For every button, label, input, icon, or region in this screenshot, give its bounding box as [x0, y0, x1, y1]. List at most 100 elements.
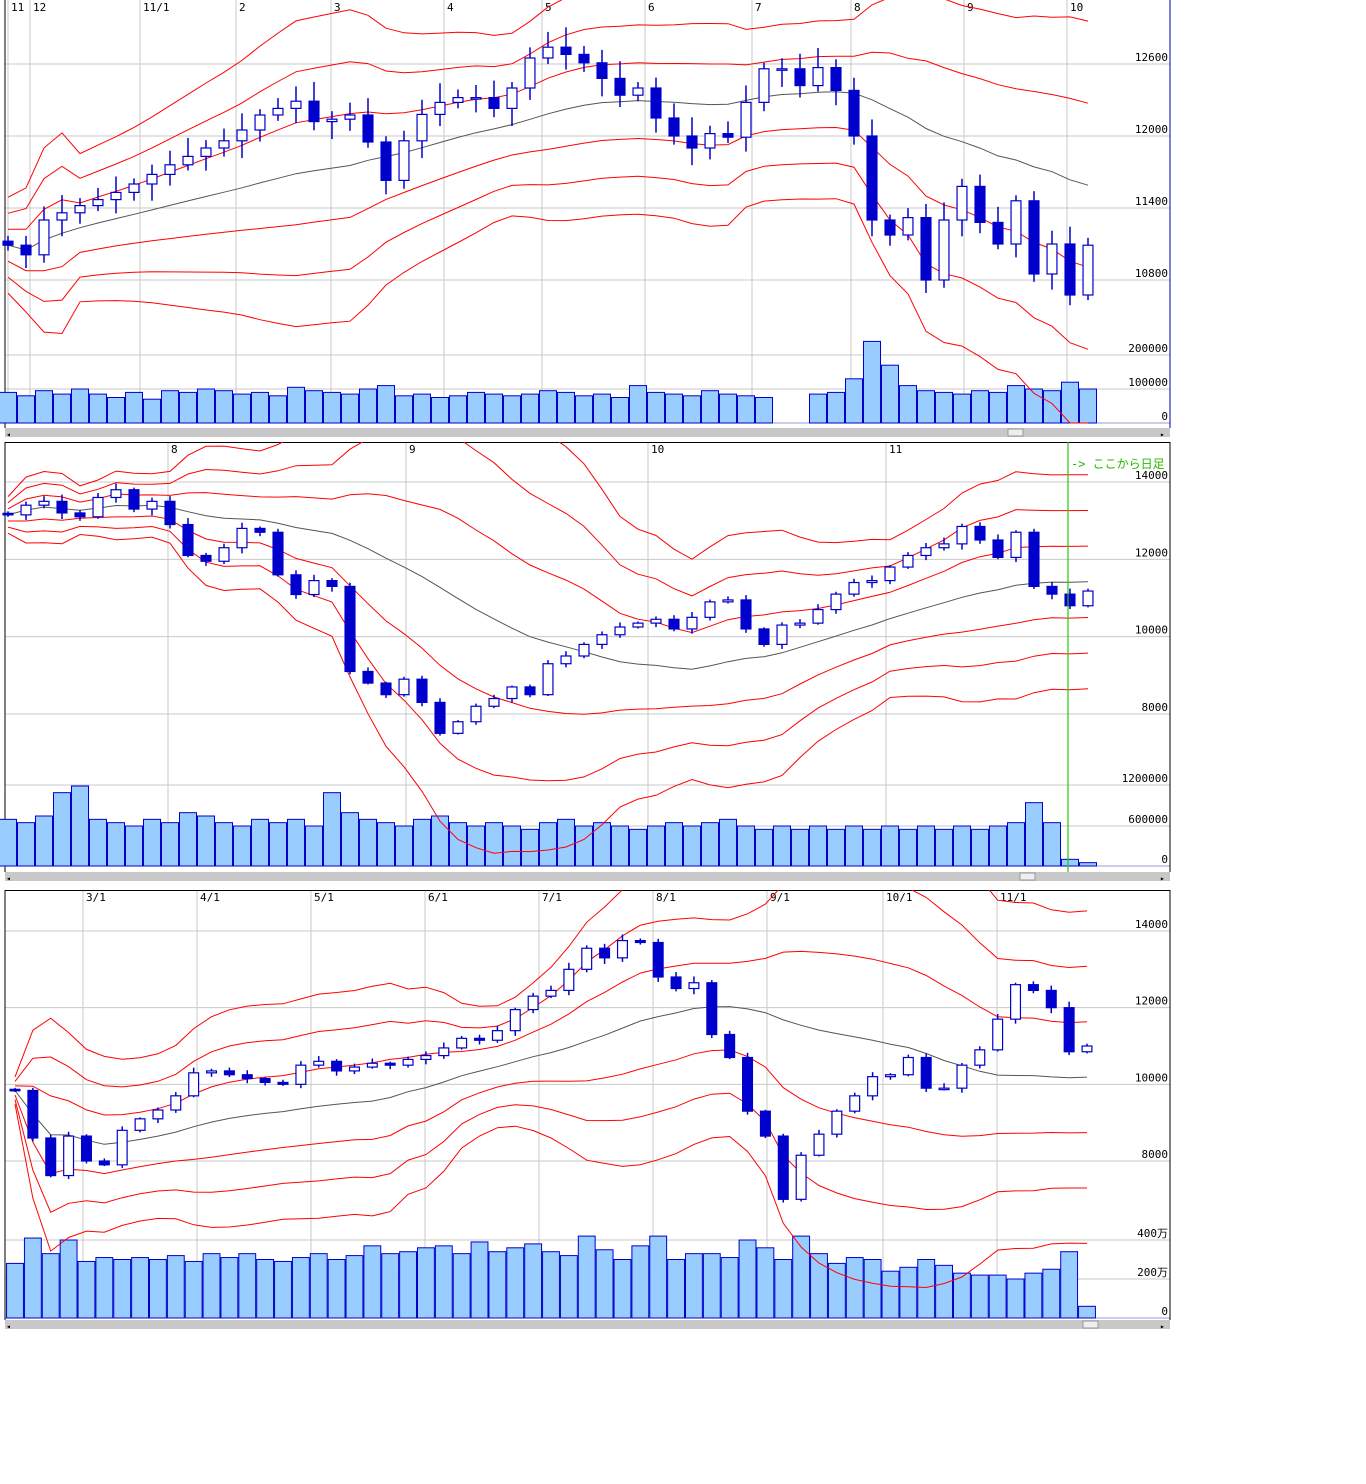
volume-bar: [53, 792, 71, 867]
candle-down: [344, 585, 356, 673]
scroll-right-arrow[interactable]: ▸: [1160, 874, 1165, 883]
candle-down: [920, 1056, 932, 1089]
bollinger-band-l3: [7, 532, 1089, 854]
horizontal-scrollbar[interactable]: [5, 428, 1170, 437]
volume-bar: [377, 385, 395, 424]
volume-bar: [363, 1245, 382, 1319]
moving-average-line: [7, 504, 1089, 670]
volume-bar: [220, 1257, 239, 1319]
volume-bar: [575, 395, 593, 424]
y-tick-label: 14000: [1135, 469, 1168, 482]
candle-down: [326, 580, 338, 588]
volume-bar: [737, 825, 755, 867]
bollinger-band-l1: [14, 1049, 1088, 1175]
y-tick-label: 12000: [1135, 123, 1168, 136]
candle-up: [956, 525, 968, 545]
chart-svg-middle: 8 9 10 11 14000 12000 10000 8000 1200000 600000 0 -…: [0, 413, 1171, 883]
candle-up: [992, 1018, 1004, 1051]
volume-bar: [667, 1259, 686, 1319]
candle-down: [20, 244, 32, 256]
candle-up: [650, 618, 662, 624]
candle-up: [470, 96, 482, 100]
volume-bar: [107, 397, 125, 424]
volume-bar: [6, 1262, 24, 1319]
volume-bar: [431, 397, 449, 424]
candle-down: [1027, 984, 1039, 992]
candle-down: [578, 53, 590, 64]
candle-up: [812, 609, 824, 624]
scrollbar-thumb[interactable]: [1007, 428, 1024, 437]
volume-bar: [467, 825, 485, 867]
volume-bar: [685, 1253, 703, 1319]
scrollbar-thumb[interactable]: [1082, 1320, 1099, 1329]
y-tick-label: 12000: [1135, 995, 1168, 1008]
volume-tick-label: 600000: [1128, 813, 1168, 826]
volume-bar: [399, 1251, 417, 1319]
candle-up: [902, 1056, 914, 1076]
volume-bar: [810, 1253, 828, 1319]
candle-down: [614, 77, 626, 96]
candle-up: [92, 496, 104, 518]
volume-tick-label: 200000: [1128, 342, 1168, 355]
candle-down: [777, 1135, 789, 1200]
volume-bar: [971, 390, 989, 424]
moving-average-line: [14, 1006, 1088, 1145]
scroll-right-arrow[interactable]: ▸: [1160, 430, 1165, 439]
horizontal-scrollbar[interactable]: [5, 872, 1170, 881]
candle-down: [759, 1110, 771, 1137]
bollinger-band-l1: [7, 126, 1089, 272]
x-tick-label: 10: [1070, 1, 1083, 14]
candle-up: [452, 96, 464, 103]
candle-down: [1045, 989, 1057, 1009]
volume-bar: [485, 822, 503, 867]
candle-down: [56, 500, 68, 514]
candle-down: [2, 240, 14, 246]
volume-bar: [309, 1253, 328, 1319]
candle-up: [134, 1118, 146, 1131]
candle-up: [188, 1072, 200, 1097]
volume-bar: [233, 825, 251, 867]
scroll-left-arrow[interactable]: ◂: [6, 430, 11, 439]
scrollbar-thumb[interactable]: [1019, 872, 1036, 881]
candle-up: [849, 1095, 861, 1112]
candle-down: [722, 133, 734, 138]
candle-down: [488, 96, 500, 109]
volume-bar: [1079, 862, 1097, 867]
candle-up: [438, 1047, 450, 1057]
candle-up: [110, 489, 122, 499]
volume-bar: [774, 1259, 793, 1319]
volume-bar: [59, 1239, 78, 1319]
candle-up: [506, 87, 518, 109]
scroll-left-arrow[interactable]: ◂: [6, 874, 11, 883]
volume-bar: [161, 822, 179, 867]
y-tick-label: 10000: [1135, 624, 1168, 637]
volume-bar: [524, 1243, 543, 1319]
candle-up: [866, 580, 878, 584]
candle-up: [524, 57, 536, 89]
candle-down: [164, 500, 176, 526]
candle-up: [38, 500, 50, 506]
volume-bar: [719, 818, 737, 867]
candle-up: [491, 1030, 503, 1041]
scroll-left-arrow[interactable]: ◂: [6, 1322, 11, 1331]
volume-bar: [17, 822, 35, 867]
chart-svg-bottom: 3/1 4/1 5/1 6/1 7/1 8/1 9/1 10/1 11/1 14000 12000 1…: [4, 861, 1171, 1331]
volume-bar: [215, 390, 233, 424]
candle-up: [366, 1062, 378, 1068]
candle-up: [290, 100, 302, 109]
volume-bar: [287, 386, 305, 424]
volume-bar: [417, 1247, 435, 1319]
scroll-right-arrow[interactable]: ▸: [1160, 1322, 1165, 1331]
candle-up: [295, 1064, 307, 1085]
chart-panel-top: 11 12 11/1 2 3 4 5 6 7 8 9 10 12600 12000 11400 10800 20…: [0, 0, 1180, 440]
volume-bar: [89, 393, 107, 424]
candle-up: [146, 500, 158, 510]
volume-bar: [701, 822, 719, 867]
candle-down: [992, 221, 1004, 245]
x-tick-label: 9/1: [770, 891, 790, 904]
volume-bar: [238, 1253, 257, 1319]
candle-up: [146, 173, 158, 185]
horizontal-scrollbar[interactable]: [5, 1320, 1170, 1329]
candle-up: [686, 616, 698, 630]
candle-up: [830, 593, 842, 611]
